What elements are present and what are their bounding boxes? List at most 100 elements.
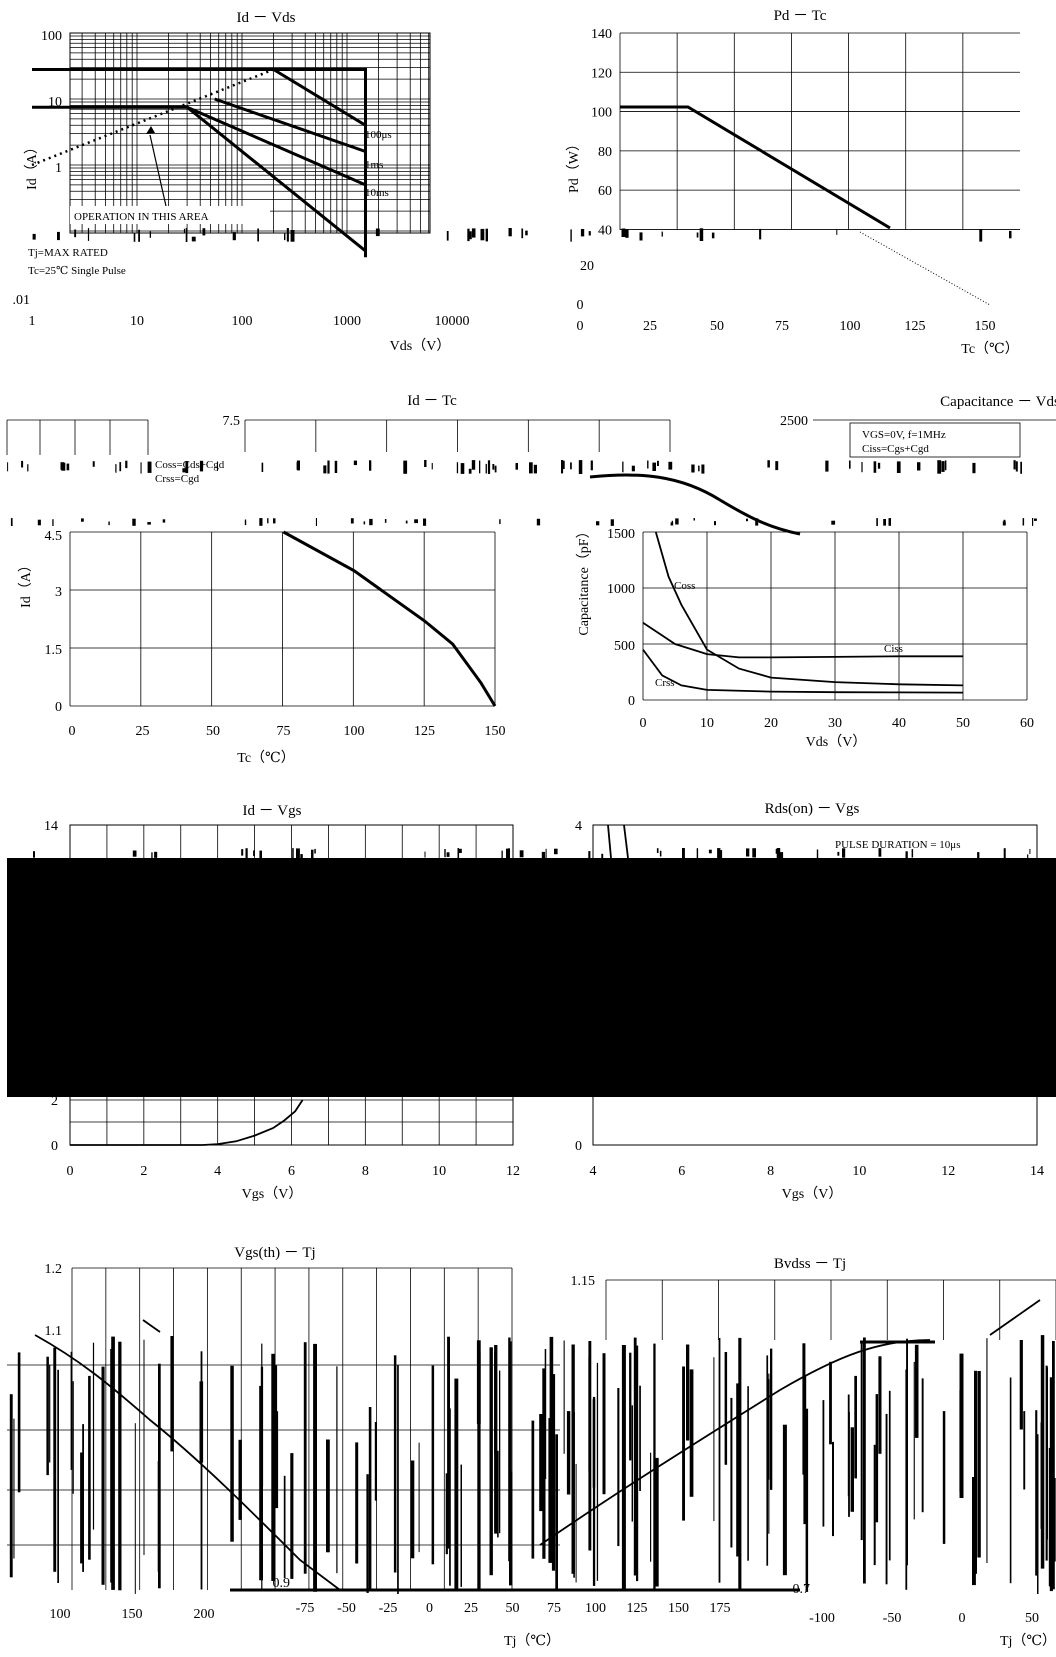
scan-artifact (257, 228, 259, 242)
scan-artifact (825, 460, 829, 472)
scan-artifact (854, 1375, 857, 1479)
tick-label: 1 (29, 314, 36, 329)
scan-artifact (561, 460, 564, 474)
scan-artifact (444, 849, 446, 858)
scan-noise (7, 228, 1056, 1594)
scan-artifact (1015, 461, 1018, 472)
scan-artifact (508, 228, 512, 237)
tick-label: 175 (710, 1601, 731, 1616)
scan-artifact (746, 518, 748, 522)
scan-artifact (1045, 1365, 1048, 1561)
label-100us: 100μs (365, 129, 392, 141)
scan-artifact (363, 521, 366, 525)
scan-artifact (519, 850, 524, 858)
scan-artifact (1023, 1411, 1026, 1490)
scan-artifact (185, 228, 188, 242)
scan-artifact (639, 1385, 641, 1491)
tick-label: 125 (414, 724, 435, 739)
scan-artifact (314, 848, 316, 854)
tick-label: 50 (956, 716, 970, 731)
scan-artifact (32, 233, 36, 240)
scan-artifact (454, 1378, 459, 1592)
tick-label: 12 (941, 1164, 955, 1179)
scan-artifact (717, 848, 721, 860)
scan-artifact (492, 464, 495, 470)
scan-artifact (1009, 230, 1012, 239)
scan-artifact (501, 850, 503, 859)
scan-artifact (101, 1366, 105, 1585)
tick-label: 120 (591, 66, 612, 81)
scan-artifact (133, 233, 136, 242)
tick-label: 100 (591, 106, 612, 121)
scan-artifact (714, 521, 716, 526)
scan-artifact (850, 1427, 854, 1512)
tick-label: -75 (296, 1601, 315, 1616)
label-1ms: 1ms (365, 159, 383, 171)
series-line-5 (31, 68, 275, 167)
scan-artifact (829, 1361, 832, 1445)
scan-artifact (575, 1463, 577, 1583)
scan-artifact (134, 1423, 136, 1594)
scan-artifact (80, 1452, 84, 1564)
scan-artifact (805, 1408, 809, 1592)
scan-artifact (545, 848, 547, 860)
chart-title: Capacitance － Vds (940, 394, 1056, 410)
scan-artifact (1019, 1340, 1023, 1430)
scan-artifact (942, 1411, 946, 1544)
scan-artifact (369, 460, 372, 471)
series-line-rds-a (607, 824, 612, 859)
tick-label: 75 (277, 724, 291, 739)
scan-artifact (1003, 519, 1006, 523)
series-line-2 (272, 68, 367, 127)
occlusion-band (7, 858, 1056, 1097)
scan-artifact (497, 1450, 499, 1538)
scan-artifact (81, 518, 84, 522)
tick-label: 0 (577, 319, 584, 334)
scan-artifact (621, 228, 626, 237)
scan-artifact (551, 1374, 556, 1571)
scan-artifact (336, 1366, 338, 1574)
scan-artifact (456, 462, 459, 474)
scan-artifact (563, 1340, 565, 1454)
scan-artifact (125, 460, 128, 469)
tick-label: 140 (591, 27, 612, 42)
annotation-pulse: PULSE DURATION = 10μs (835, 839, 960, 851)
scan-artifact (509, 1471, 513, 1586)
tick-label: 60 (1020, 716, 1034, 731)
scan-artifact (631, 465, 635, 472)
scan-artifact (37, 519, 41, 526)
scan-artifact (296, 460, 300, 471)
scan-artifact (303, 1342, 307, 1574)
scan-artifact (27, 464, 29, 472)
scan-artifact (549, 1336, 554, 1499)
scan-artifact (610, 519, 614, 526)
scan-artifact (487, 460, 491, 474)
scan-artifact (691, 464, 695, 473)
scan-artifact (938, 461, 941, 470)
scan-artifact (185, 461, 189, 474)
scan-artifact (1035, 1410, 1038, 1576)
scan-artifact (768, 1373, 770, 1534)
scan-artifact (485, 463, 487, 474)
scan-artifact (831, 520, 836, 525)
scan-artifact (767, 460, 770, 468)
scan-artifact (708, 849, 712, 854)
scan-artifact (1027, 854, 1029, 859)
scan-artifact (108, 521, 110, 526)
legend-crss: Crss (655, 677, 675, 689)
scan-artifact (878, 1356, 882, 1454)
scan-artifact (747, 1386, 749, 1561)
scan-artifact (536, 518, 541, 526)
scan-artifact (458, 848, 462, 853)
scan-artifact (592, 1396, 596, 1586)
scan-artifact (531, 1420, 535, 1559)
scan-artifact (446, 852, 450, 857)
series-line-id (282, 530, 497, 707)
tick-label: 4 (214, 1164, 221, 1179)
scan-artifact (696, 232, 699, 238)
chart-title: Vgs(th) － Tj (234, 1245, 315, 1261)
chart-id-tc: Id － Tc 7.54.531.500 25 50 75 100 125 150 Tc（℃… (6, 393, 801, 766)
scan-artifact (403, 460, 408, 474)
tick-label: 6 (678, 1164, 685, 1179)
